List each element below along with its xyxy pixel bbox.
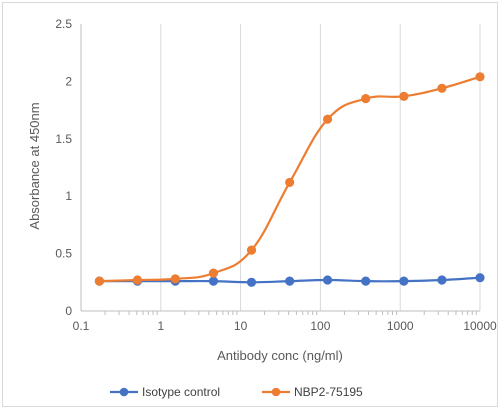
y-tick-label: 0 [65,304,72,318]
x-tick-label: 10 [234,319,248,333]
legend-label-nbp2-75195: NBP2-75195 [294,385,363,399]
y-tick-label: 1.5 [55,132,72,146]
axes [80,24,480,315]
data-point-isotype-control [208,276,219,286]
y-tick-labels: 0 0.5 1 1.5 2 2.5 [55,17,72,318]
y-tick-label: 0.5 [55,247,72,261]
data-point-isotype-control [361,276,371,286]
y-tick-label: 1 [65,189,72,203]
legend-marker-nbp2-75195 [271,387,281,397]
y-tick-label: 2.5 [55,17,72,31]
x-tick-labels: 0.1 1 10 100 1000 10000 [73,319,497,333]
grid-lines [160,24,481,311]
data-point-nbp2-75195 [475,72,485,82]
legend: Isotype control NBP2-75195 [110,385,363,399]
data-point-nbp2-75195 [246,245,257,255]
y-tick-label: 2 [65,74,72,88]
x-axis-title: Antibody conc (ng/ml) [217,348,343,363]
data-point-nbp2-75195 [399,91,409,101]
data-point-nbp2-75195 [94,276,104,286]
legend-label-isotype-control: Isotype control [142,385,220,399]
data-point-isotype-control [399,276,409,286]
x-tick-label: 1000 [387,319,414,333]
x-tick-label: 1 [157,319,164,333]
x-tick-label: 0.1 [73,319,90,333]
data-point-nbp2-75195 [322,114,333,124]
legend-marker-isotype-control [119,387,129,397]
data-point-isotype-control [246,277,257,287]
data-point-nbp2-75195 [170,274,180,284]
data-point-nbp2-75195 [285,177,295,188]
chart-frame [2,2,498,407]
data-point-nbp2-75195 [208,268,219,278]
data-point-nbp2-75195 [437,83,447,93]
data-point-isotype-control [475,273,485,283]
x-tick-label: 10000 [463,319,497,333]
x-tick-label: 100 [310,319,330,333]
data-point-nbp2-75195 [361,94,371,104]
series-group [94,72,485,287]
data-point-isotype-control [322,275,333,285]
data-point-isotype-control [285,276,295,286]
y-axis-title: Absorbance at 450nm [27,102,42,229]
data-point-isotype-control [437,275,447,285]
data-point-nbp2-75195 [132,275,143,285]
